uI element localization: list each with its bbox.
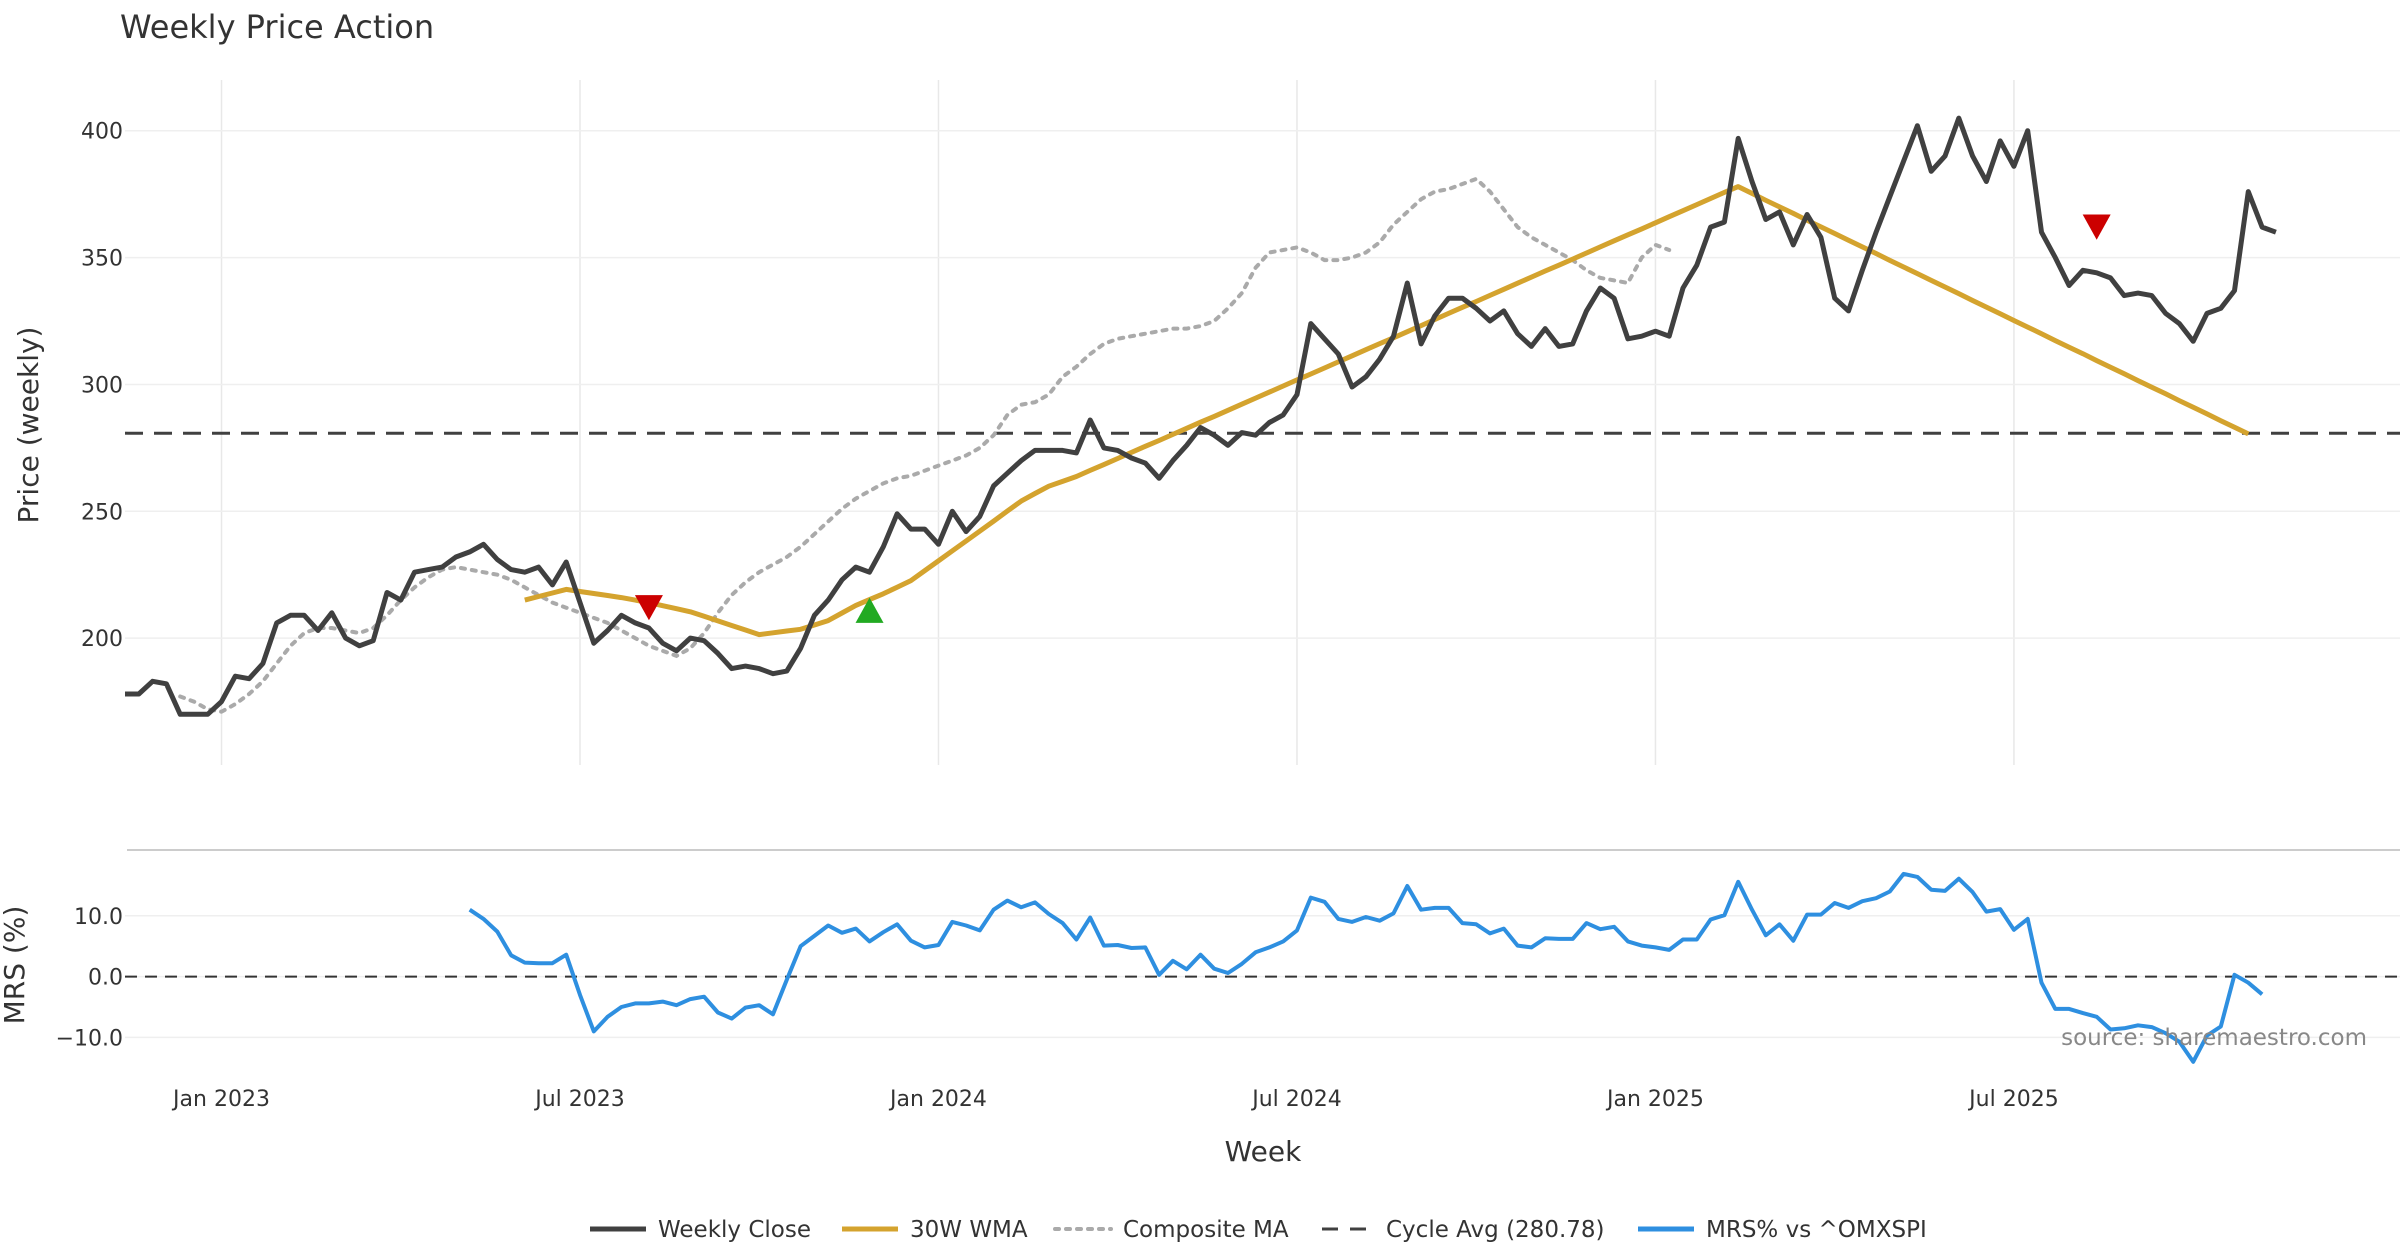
mrs-gridlines — [125, 915, 2400, 1039]
legend-label-1: 30W WMA — [910, 1217, 1028, 1243]
legend-label-0: Weekly Close — [658, 1217, 811, 1243]
price-y-axis-label: Price (weekly) — [12, 327, 45, 524]
mrs-line — [468, 871, 2264, 1064]
x-tick-0: Jan 2023 — [171, 1087, 270, 1112]
composite-ma-line — [178, 176, 1672, 714]
mrs-y-ticks: 10.0 0.0 −10.0 — [56, 905, 123, 1052]
sell-signal-marker-2 — [2082, 214, 2111, 240]
legend-label-2: Composite MA — [1123, 1217, 1289, 1243]
price-gridlines — [125, 80, 2400, 765]
mrs-y-tick-1: 0.0 — [88, 966, 123, 991]
mrs-y-tick-0: 10.0 — [74, 905, 123, 930]
legend: Weekly Close 30W WMA Composite MA Cycle Avg… — [590, 1217, 1927, 1243]
price-y-tick-400: 400 — [81, 120, 123, 145]
x-axis-label: Week — [1225, 1135, 1302, 1168]
signal-markers — [634, 214, 2111, 623]
chart-title: Weekly Price Action — [120, 8, 434, 46]
legend-label-4: MRS% vs ^OMXSPI — [1706, 1217, 1927, 1243]
x-axis-ticks: Jan 2023 Jul 2023 Jan 2024 Jul 2024 Jan 2025… — [171, 1087, 2059, 1112]
legend-label-3: Cycle Avg (280.78) — [1386, 1217, 1605, 1243]
price-panel: 200 250 300 350 400 Price (weekly) — [12, 80, 2400, 765]
price-y-tick-350: 350 — [81, 247, 123, 272]
price-y-ticks: 200 250 300 350 400 — [81, 120, 123, 652]
mrs-panel: 10.0 0.0 −10.0 MRS (%) source: sharemaestr… — [0, 871, 2400, 1064]
mrs-y-tick-2: −10.0 — [56, 1026, 123, 1051]
price-y-tick-200: 200 — [81, 627, 123, 652]
sell-signal-marker-0 — [634, 595, 663, 621]
x-tick-4: Jan 2025 — [1605, 1087, 1704, 1112]
x-tick-3: Jul 2024 — [1250, 1087, 1342, 1112]
buy-signal-marker-1 — [855, 597, 884, 623]
price-y-tick-300: 300 — [81, 373, 123, 398]
wma-30w-line — [524, 184, 2250, 638]
weekly-close-line — [125, 115, 2277, 717]
price-y-tick-250: 250 — [81, 500, 123, 525]
mrs-y-axis-label: MRS (%) — [0, 906, 31, 1025]
x-tick-2: Jan 2024 — [888, 1087, 987, 1112]
x-tick-5: Jul 2025 — [1967, 1087, 2059, 1112]
x-tick-1: Jul 2023 — [533, 1087, 625, 1112]
source-note: source: sharemaestro.com — [2061, 1025, 2367, 1051]
